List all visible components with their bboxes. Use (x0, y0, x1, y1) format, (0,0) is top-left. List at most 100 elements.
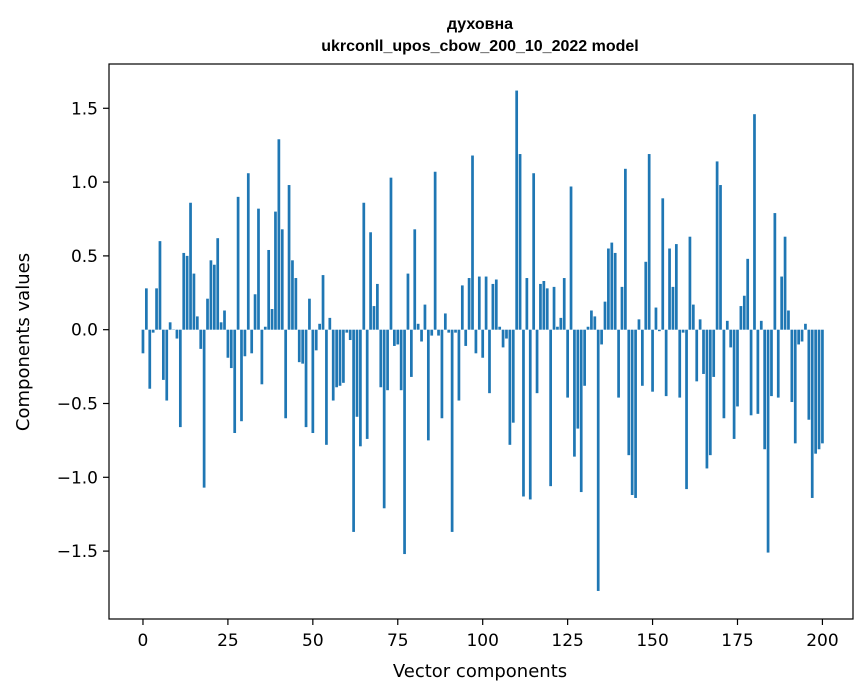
bar-116 (535, 329, 539, 394)
bar-70 (379, 329, 383, 388)
bar-118 (542, 280, 546, 330)
bar-53 (321, 275, 325, 330)
bar-13 (185, 255, 189, 330)
bar-45 (294, 278, 298, 330)
bar-104 (494, 279, 498, 330)
bar-68 (372, 306, 376, 330)
bar-96 (467, 278, 471, 330)
bar-86 (433, 171, 437, 330)
x-axis-label: Vector components (393, 661, 567, 682)
bar-144 (630, 329, 634, 496)
bar-82 (420, 329, 423, 342)
bar-133 (593, 316, 597, 330)
bar-179 (749, 329, 753, 416)
y-tick-label: 1.5 (71, 99, 98, 119)
bar-168 (712, 329, 716, 377)
bar-65 (362, 202, 366, 330)
bar-23 (219, 322, 223, 330)
bar-95 (464, 329, 468, 346)
bar-88 (440, 329, 444, 419)
bar-172 (725, 320, 729, 330)
bar-166 (705, 329, 709, 469)
bar-195 (804, 323, 807, 330)
bar-14 (189, 202, 192, 330)
y-axis: 1.5 1.0 0.5 0.0 −0.5 −1.0 −1.5 (57, 99, 109, 562)
bar-110 (515, 90, 519, 330)
bar-171 (722, 329, 726, 419)
bar-122 (556, 326, 559, 330)
bar-61 (348, 329, 352, 341)
bar-35 (260, 329, 264, 385)
bar-200 (821, 329, 824, 444)
bar-115 (532, 173, 536, 330)
bar-140 (617, 329, 620, 398)
bar-194 (800, 329, 804, 342)
bar-52 (318, 323, 321, 330)
bar-46 (297, 329, 301, 363)
bar-191 (790, 329, 794, 403)
bar-3 (151, 329, 155, 333)
x-tick-label: 175 (721, 631, 753, 651)
bar-175 (736, 329, 739, 407)
bar-132 (590, 310, 593, 330)
bar-28 (236, 196, 240, 330)
bar-138 (610, 242, 614, 330)
bar-41 (280, 229, 284, 330)
bar-152 (658, 329, 661, 332)
bar-129 (579, 329, 583, 493)
bar-136 (603, 301, 607, 330)
bar-162 (691, 304, 695, 330)
bar-26 (229, 329, 233, 369)
bar-12 (182, 252, 186, 330)
bar-149 (647, 154, 651, 330)
bar-135 (600, 329, 603, 345)
bar-192 (793, 329, 797, 444)
bar-17 (199, 329, 203, 349)
bar-107 (505, 329, 508, 339)
bar-193 (797, 329, 800, 345)
bar-32 (250, 329, 254, 354)
bar-38 (270, 309, 274, 330)
bar-69 (376, 283, 379, 330)
bar-59 (342, 329, 345, 383)
bar-188 (780, 276, 784, 330)
bar-183 (763, 329, 767, 450)
bar-101 (484, 276, 488, 330)
plot-frame (108, 63, 854, 620)
bar-91 (450, 329, 454, 532)
x-tick-label: 0 (138, 631, 149, 651)
bar-7 (165, 329, 169, 401)
bar-100 (481, 329, 485, 358)
bar-89 (443, 313, 447, 330)
y-tick-label: 0.0 (71, 321, 98, 341)
bar-47 (301, 329, 304, 364)
bar-189 (783, 236, 787, 330)
bar-49 (308, 298, 311, 330)
bar-119 (545, 288, 549, 330)
bar-126 (569, 186, 573, 330)
bar-48 (304, 329, 308, 428)
bar-62 (352, 329, 355, 532)
bar-81 (416, 323, 420, 330)
bar-169 (715, 161, 719, 330)
bar-174 (732, 329, 736, 439)
bar-199 (817, 329, 821, 450)
x-tick-label: 150 (636, 631, 668, 651)
bar-143 (627, 329, 631, 456)
chart-subtitle: ukrconll_upos_cbow_200_10_2022 model (321, 38, 638, 55)
bar-114 (528, 329, 532, 500)
bar-178 (746, 258, 750, 330)
bar-170 (719, 185, 722, 330)
bar-39 (274, 211, 277, 330)
bar-142 (624, 168, 627, 330)
bar-87 (437, 329, 440, 336)
bar-148 (644, 261, 648, 330)
bar-105 (498, 326, 502, 330)
bar-15 (192, 273, 196, 330)
bar-154 (664, 329, 668, 397)
bar-130 (583, 329, 586, 386)
bar-147 (641, 329, 644, 386)
bar-0 (141, 329, 145, 354)
bars-group (141, 90, 824, 591)
bar-121 (552, 286, 556, 330)
